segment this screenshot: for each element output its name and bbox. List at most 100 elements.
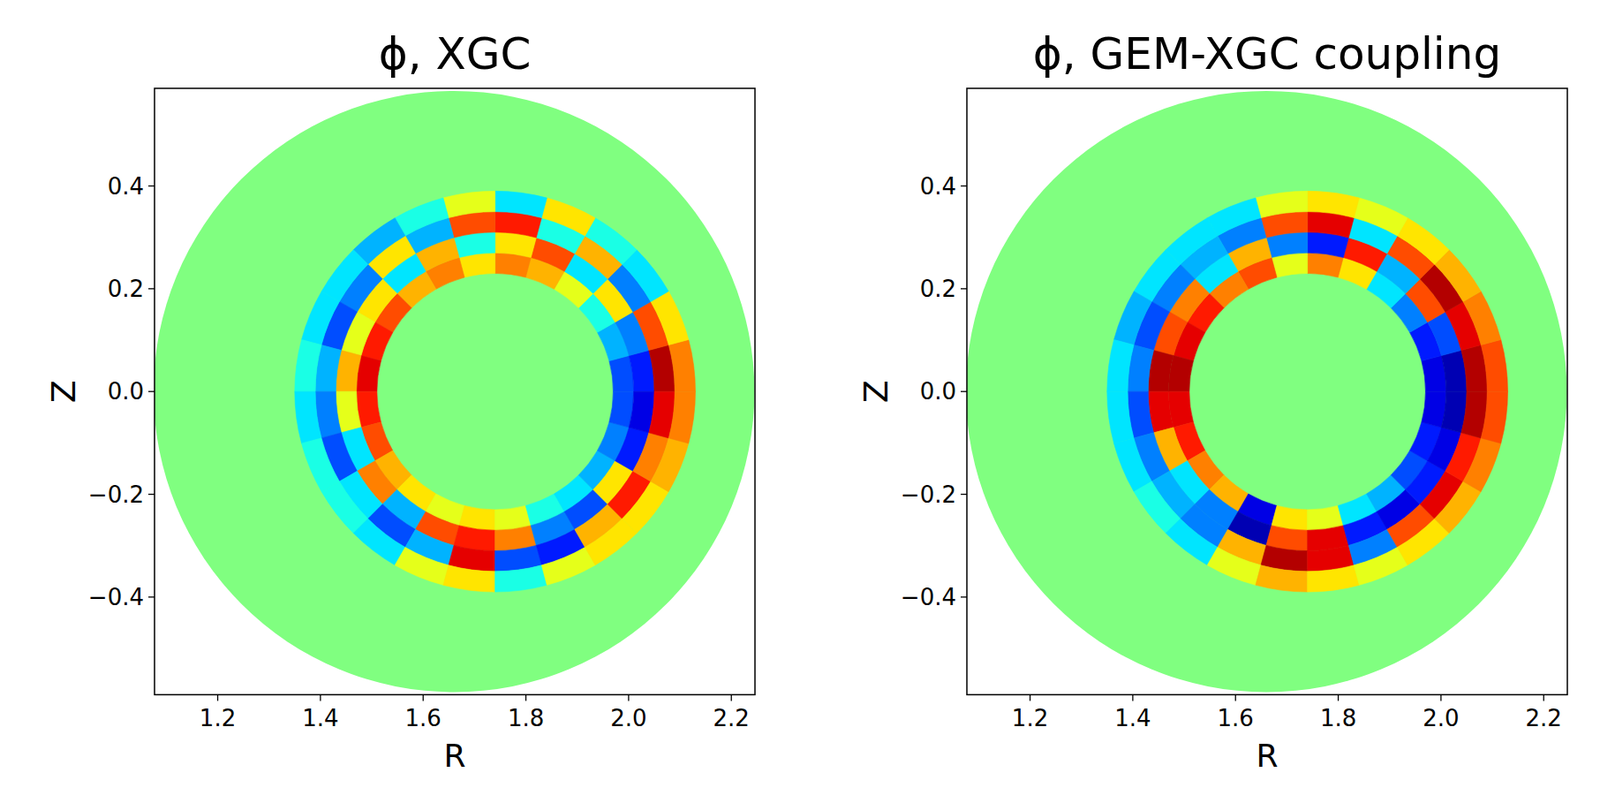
x-tick-label: 1.6 [1217, 704, 1254, 732]
panel: 1.21.41.61.82.02.2−0.4−0.20.00.20.4RZϕ, … [44, 28, 755, 774]
panel: 1.21.41.61.82.02.2−0.4−0.20.00.20.4RZϕ, … [856, 28, 1568, 774]
y-tick-label: −0.4 [900, 583, 957, 611]
x-tick [1132, 694, 1133, 701]
figure: 1.21.41.61.82.02.2−0.4−0.20.00.20.4RZϕ, … [0, 0, 1600, 803]
x-tick [1543, 694, 1545, 701]
cell [622, 481, 670, 534]
cell [495, 565, 548, 592]
cell [495, 190, 548, 218]
cell [1307, 565, 1360, 592]
cell [1107, 391, 1134, 444]
x-tick-label: 2.0 [610, 704, 647, 732]
cell [541, 197, 596, 236]
cell [1169, 355, 1194, 393]
y-tick-label: −0.2 [88, 481, 144, 508]
cell [459, 505, 496, 530]
x-tick [1337, 694, 1339, 701]
cell [1353, 547, 1408, 586]
x-tick-label: 2.2 [713, 704, 750, 732]
plot-area [154, 90, 755, 693]
x-tick [525, 694, 527, 701]
x-tick-label: 1.4 [1114, 704, 1151, 732]
cell [650, 291, 689, 346]
cell [1114, 437, 1153, 492]
y-tick [148, 185, 155, 187]
x-tick-label: 1.4 [301, 704, 339, 732]
cell [321, 249, 369, 302]
title: ϕ, XGC [378, 28, 532, 80]
y-tick-label: 0.2 [920, 275, 957, 302]
y-axis-title: Z [856, 379, 896, 403]
cell [495, 505, 532, 530]
y-tick [148, 391, 155, 393]
x-tick-label: 1.6 [405, 704, 442, 732]
cell [609, 391, 634, 428]
cell [1271, 505, 1308, 530]
x-tick [1029, 694, 1031, 701]
x-tick [319, 694, 321, 701]
y-tick-label: −0.4 [88, 583, 144, 611]
boundary-disk [966, 90, 1567, 693]
cell [443, 190, 496, 218]
y-tick [148, 493, 155, 495]
cell [294, 391, 322, 444]
cell [1307, 190, 1360, 218]
cell [1133, 249, 1181, 302]
cell [394, 197, 449, 236]
cell [584, 218, 637, 265]
cell [1307, 252, 1344, 278]
cell [353, 518, 406, 566]
cell [1207, 197, 1261, 236]
cell [1255, 565, 1308, 592]
y-tick [960, 596, 967, 597]
y-tick [960, 185, 967, 187]
x-axis-title: R [443, 737, 466, 774]
cell [495, 252, 532, 278]
y-tick [960, 391, 967, 393]
cell [1207, 547, 1261, 586]
cell [294, 339, 322, 392]
boundary-disk [154, 90, 755, 693]
title: ϕ, GEM-XGC coupling [1033, 28, 1502, 80]
cell [356, 391, 382, 428]
cell [443, 565, 496, 592]
x-tick-label: 1.2 [1011, 704, 1049, 732]
cell [394, 547, 449, 586]
cell [356, 355, 382, 393]
cell [301, 291, 340, 346]
cell [1107, 339, 1134, 392]
cell [1353, 197, 1408, 236]
x-tick [731, 694, 733, 701]
cell [668, 391, 695, 444]
x-tick-label: 2.2 [1525, 704, 1563, 732]
x-tick [422, 694, 424, 701]
frame [154, 88, 755, 695]
cell [609, 355, 634, 393]
y-tick-label: 0.0 [920, 377, 957, 405]
cell [1307, 505, 1344, 530]
cell [1165, 518, 1218, 566]
y-tick [960, 493, 967, 495]
cell [668, 339, 695, 392]
plot-area [966, 90, 1567, 693]
cell [301, 437, 340, 492]
cell [1480, 391, 1508, 444]
x-tick-label: 1.2 [199, 704, 236, 732]
cell [541, 547, 596, 586]
y-tick-label: 0.0 [107, 377, 144, 405]
cell [1434, 481, 1482, 534]
x-tick-label: 2.0 [1422, 704, 1459, 732]
cell [1396, 218, 1450, 265]
x-axis-title: R [1255, 737, 1278, 774]
cell [1480, 339, 1508, 392]
cell [459, 252, 496, 278]
x-tick-label: 1.8 [1320, 704, 1357, 732]
cell [1169, 391, 1194, 428]
x-tick-label: 1.8 [507, 704, 544, 732]
y-tick [148, 287, 155, 289]
cell [1421, 391, 1447, 428]
cell [1114, 291, 1153, 346]
cell [1463, 291, 1502, 346]
cell [1421, 355, 1447, 393]
x-tick [217, 694, 219, 701]
